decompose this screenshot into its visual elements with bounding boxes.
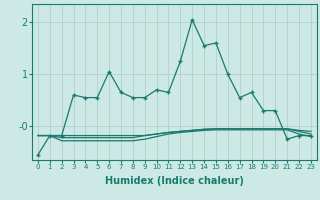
X-axis label: Humidex (Indice chaleur): Humidex (Indice chaleur) xyxy=(105,176,244,186)
